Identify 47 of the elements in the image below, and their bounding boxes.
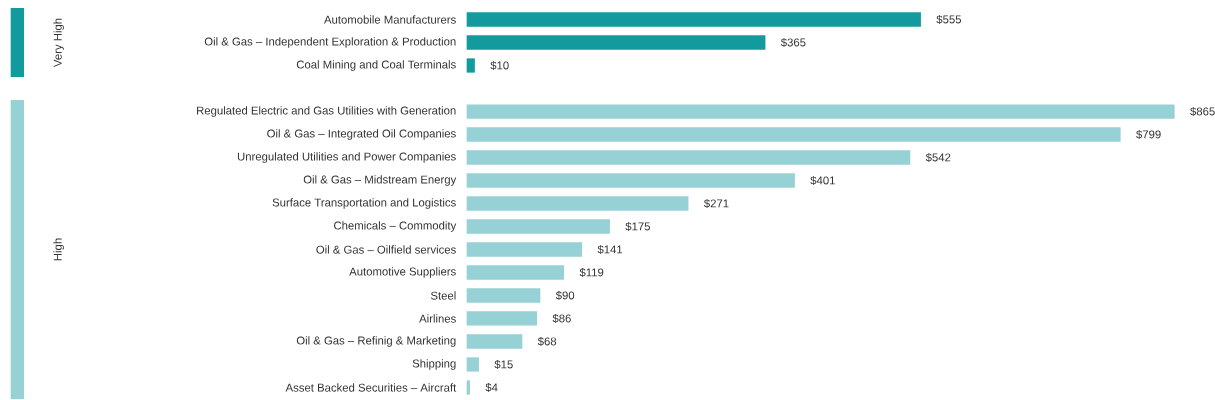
data-label: $90 (555, 290, 575, 301)
y-tick-label: Steel (430, 291, 456, 300)
y-tick-label: Automotive Suppliers (349, 267, 456, 278)
data-label: $141 (597, 244, 623, 255)
y-tick-label: Shipping (412, 359, 456, 370)
data-label: $68 (537, 336, 557, 347)
y-tick-label: Surface Transportation and Logistics (272, 198, 456, 209)
bar (466, 357, 479, 372)
bar (466, 265, 565, 280)
bar (466, 311, 538, 326)
y-tick-label: Oil & Gas – Oilfield services (316, 245, 456, 254)
data-label: $4 (485, 382, 498, 393)
bar (466, 380, 470, 395)
data-label: $10 (490, 60, 509, 71)
y-axis-title: Very High (53, 18, 64, 68)
y-tick-label: Oil & Gas – Integrated Oil Companies (267, 129, 456, 140)
data-label: $542 (925, 152, 951, 163)
bar (466, 150, 911, 165)
bar (466, 127, 1121, 142)
y-tick-label: Oil & Gas – Midstream Energy (303, 175, 457, 186)
y-tick-label: Automobile Manufacturers (324, 15, 456, 24)
data-label: $799 (1136, 129, 1161, 140)
y-tick-label: Chemicals – Commodity (334, 221, 457, 232)
bar (466, 173, 795, 188)
y-tick-label: Oil & Gas – Refinig & Marketing (296, 336, 456, 347)
data-label: $401 (810, 175, 835, 186)
data-label: $119 (579, 267, 604, 278)
data-label: $555 (936, 14, 962, 25)
y-tick-label: Asset Backed Securities – Aircraft (285, 383, 457, 392)
data-label: $86 (552, 313, 571, 324)
y-tick-label: Coal Mining and Coal Terminals (296, 60, 456, 71)
bar (466, 219, 610, 234)
y-tick-label: Regulated Electric and Gas Utilities with Generation (197, 106, 456, 117)
bar (466, 196, 689, 211)
bar (466, 334, 523, 349)
y-axis-title: High (53, 238, 64, 261)
data-label: $271 (703, 198, 729, 209)
bar (466, 288, 541, 303)
data-label: $175 (625, 221, 651, 232)
data-label: $365 (780, 37, 806, 48)
y-tick-label: Oil & Gas – Independent Exploration & Production (204, 37, 456, 48)
y-tick-label: Unregulated Utilities and Power Companies (237, 152, 456, 163)
y-tick-label: Airlines (419, 314, 456, 323)
bar (466, 242, 583, 257)
bar (466, 104, 1175, 119)
data-label: $865 (1190, 106, 1215, 117)
data-label: $15 (494, 359, 513, 370)
